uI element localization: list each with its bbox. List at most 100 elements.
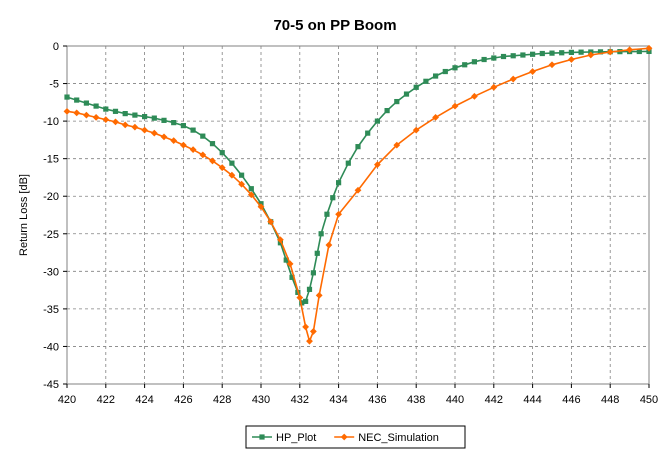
data-point-diamond [121,121,129,129]
data-point-square [142,114,148,120]
data-point-square [539,50,545,57]
legend-box [245,425,466,449]
x-tick-label: 426 [174,394,192,406]
data-point-square [151,115,157,121]
data-point-square [481,56,487,63]
legend-label: NEC_Simulation [358,432,439,444]
data-point-diamond [306,337,313,345]
data-point-square [442,68,448,75]
y-tick-label: -25 [43,229,59,241]
data-point-square [289,274,295,280]
data-point-square [112,108,119,114]
x-tick-label: 440 [446,394,464,406]
data-point-square [510,53,516,59]
data-point-square [345,160,351,166]
data-point-square [520,52,526,58]
plot-area [67,46,649,384]
data-point-square [578,49,584,55]
y-tick-label: -45 [43,379,59,391]
data-point-diamond [218,164,226,172]
y-tick-label: -5 [49,79,59,91]
data-point-diamond [141,126,148,134]
data-point-square [471,59,477,65]
x-tick-label: 442 [485,394,503,406]
x-tick-label: 422 [97,394,115,406]
series-nec-simulation [63,44,653,345]
data-point-diamond [626,46,633,54]
x-tick-label: 434 [329,394,347,406]
data-point-diamond [315,291,323,299]
data-point-diamond [83,111,90,119]
data-point-square [306,286,313,292]
y-axis-label: Return Loss [dB] [18,174,30,256]
data-point-diamond [490,83,498,91]
data-point-square [248,186,254,192]
data-point-diamond [277,236,284,244]
data-point-diamond [509,75,517,83]
legend-item: HP_Plot [252,432,316,444]
y-tick-label: -40 [43,341,59,353]
legend-label: HP_Plot [276,432,316,444]
data-point-square [180,123,186,129]
data-point-square [374,118,380,124]
x-tick-label: 450 [640,394,658,406]
x-tick-label: 430 [252,394,270,406]
data-point-square [394,98,400,105]
data-point-diamond [63,107,71,115]
data-point-square [462,62,468,68]
data-point-square [190,127,196,133]
data-point-diamond [335,210,342,218]
data-point-diamond [374,161,381,169]
data-point-square [239,172,245,178]
y-tick-label: 0 [53,41,59,53]
data-point-square [283,257,289,263]
data-point-square [303,298,309,304]
legend-item: NEC_Simulation [334,432,439,444]
data-point-square [219,150,225,156]
data-point-diamond [296,294,304,302]
data-point-square [355,144,361,150]
data-point-diamond [354,186,362,194]
data-point-square [299,300,305,306]
data-point-diamond [112,118,119,126]
x-tick-label: 438 [407,394,425,406]
data-point-square [161,117,167,123]
x-tick-label: 432 [291,394,309,406]
data-point-square [74,97,80,103]
data-point-square [559,50,565,56]
data-point-diamond [238,180,245,188]
data-point-square [433,73,439,79]
data-point-square [171,120,177,126]
data-point-square [365,130,371,136]
data-point-square [310,270,316,276]
data-point-diamond [393,141,401,149]
x-tick-label: 436 [368,394,386,406]
data-point-diamond [199,151,207,159]
data-point-square [530,51,536,57]
y-tick-label: -35 [43,304,59,316]
y-tick-label: -20 [43,191,59,203]
data-point-diamond [645,44,653,52]
data-point-diamond [180,141,187,149]
data-point-square [83,100,89,106]
data-point-diamond [432,113,439,121]
chart-title: 70-5 on PP Boom [273,17,396,34]
data-point-square [314,250,320,256]
data-point-square [103,106,109,112]
data-point-diamond [150,129,158,137]
data-point-diamond [92,113,100,121]
data-point-diamond [73,109,81,117]
x-tick-label: 448 [601,394,619,406]
data-point-diamond [309,328,317,335]
data-point-square [330,195,336,201]
data-point-diamond [170,137,178,145]
data-point-square [318,231,324,237]
data-point-diamond [606,48,614,56]
y-tick-label: -30 [43,266,59,278]
data-point-diamond [228,171,236,179]
plot-border [66,45,650,385]
data-point-square [64,94,70,100]
data-point-square [200,133,206,139]
